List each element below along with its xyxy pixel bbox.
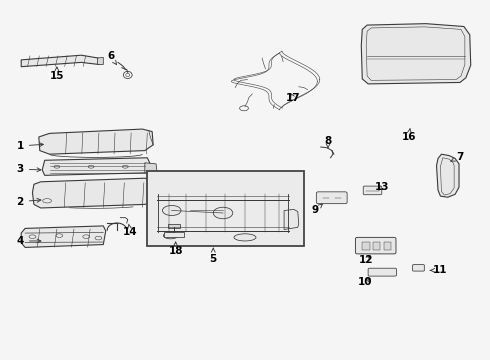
Text: 7: 7 [451, 152, 464, 162]
Polygon shape [21, 226, 106, 247]
FancyBboxPatch shape [355, 237, 396, 254]
Ellipse shape [213, 207, 233, 219]
Ellipse shape [234, 234, 256, 241]
Bar [373, 242, 380, 249]
Text: 4: 4 [17, 236, 41, 246]
Polygon shape [32, 178, 158, 208]
Text: 9: 9 [311, 204, 322, 216]
Bar [362, 242, 369, 249]
Text: 8: 8 [324, 136, 332, 148]
Text: 5: 5 [210, 248, 217, 264]
Ellipse shape [163, 232, 178, 239]
Polygon shape [39, 129, 153, 154]
Text: 17: 17 [286, 93, 300, 103]
Bar [168, 224, 180, 228]
Polygon shape [42, 158, 150, 175]
FancyBboxPatch shape [368, 268, 396, 276]
FancyBboxPatch shape [363, 186, 382, 195]
Text: 15: 15 [49, 67, 64, 81]
Text: 18: 18 [169, 242, 183, 256]
Text: 3: 3 [17, 164, 41, 174]
Text: 12: 12 [359, 255, 373, 265]
Polygon shape [145, 163, 157, 173]
Text: 10: 10 [358, 277, 372, 287]
Text: 13: 13 [374, 182, 389, 192]
Bar [384, 242, 391, 249]
Text: 6: 6 [107, 51, 117, 64]
Polygon shape [437, 154, 459, 197]
Text: 2: 2 [17, 197, 41, 207]
FancyBboxPatch shape [413, 265, 424, 271]
Text: 1: 1 [17, 141, 43, 151]
Polygon shape [21, 55, 99, 67]
Polygon shape [361, 24, 471, 84]
Polygon shape [284, 210, 299, 229]
Text: 11: 11 [430, 265, 448, 275]
FancyBboxPatch shape [317, 192, 347, 204]
Bar [164, 231, 184, 237]
Text: 14: 14 [123, 224, 138, 237]
Bar [147, 171, 304, 246]
Ellipse shape [162, 206, 181, 216]
Text: 16: 16 [401, 129, 416, 142]
Polygon shape [98, 57, 103, 64]
